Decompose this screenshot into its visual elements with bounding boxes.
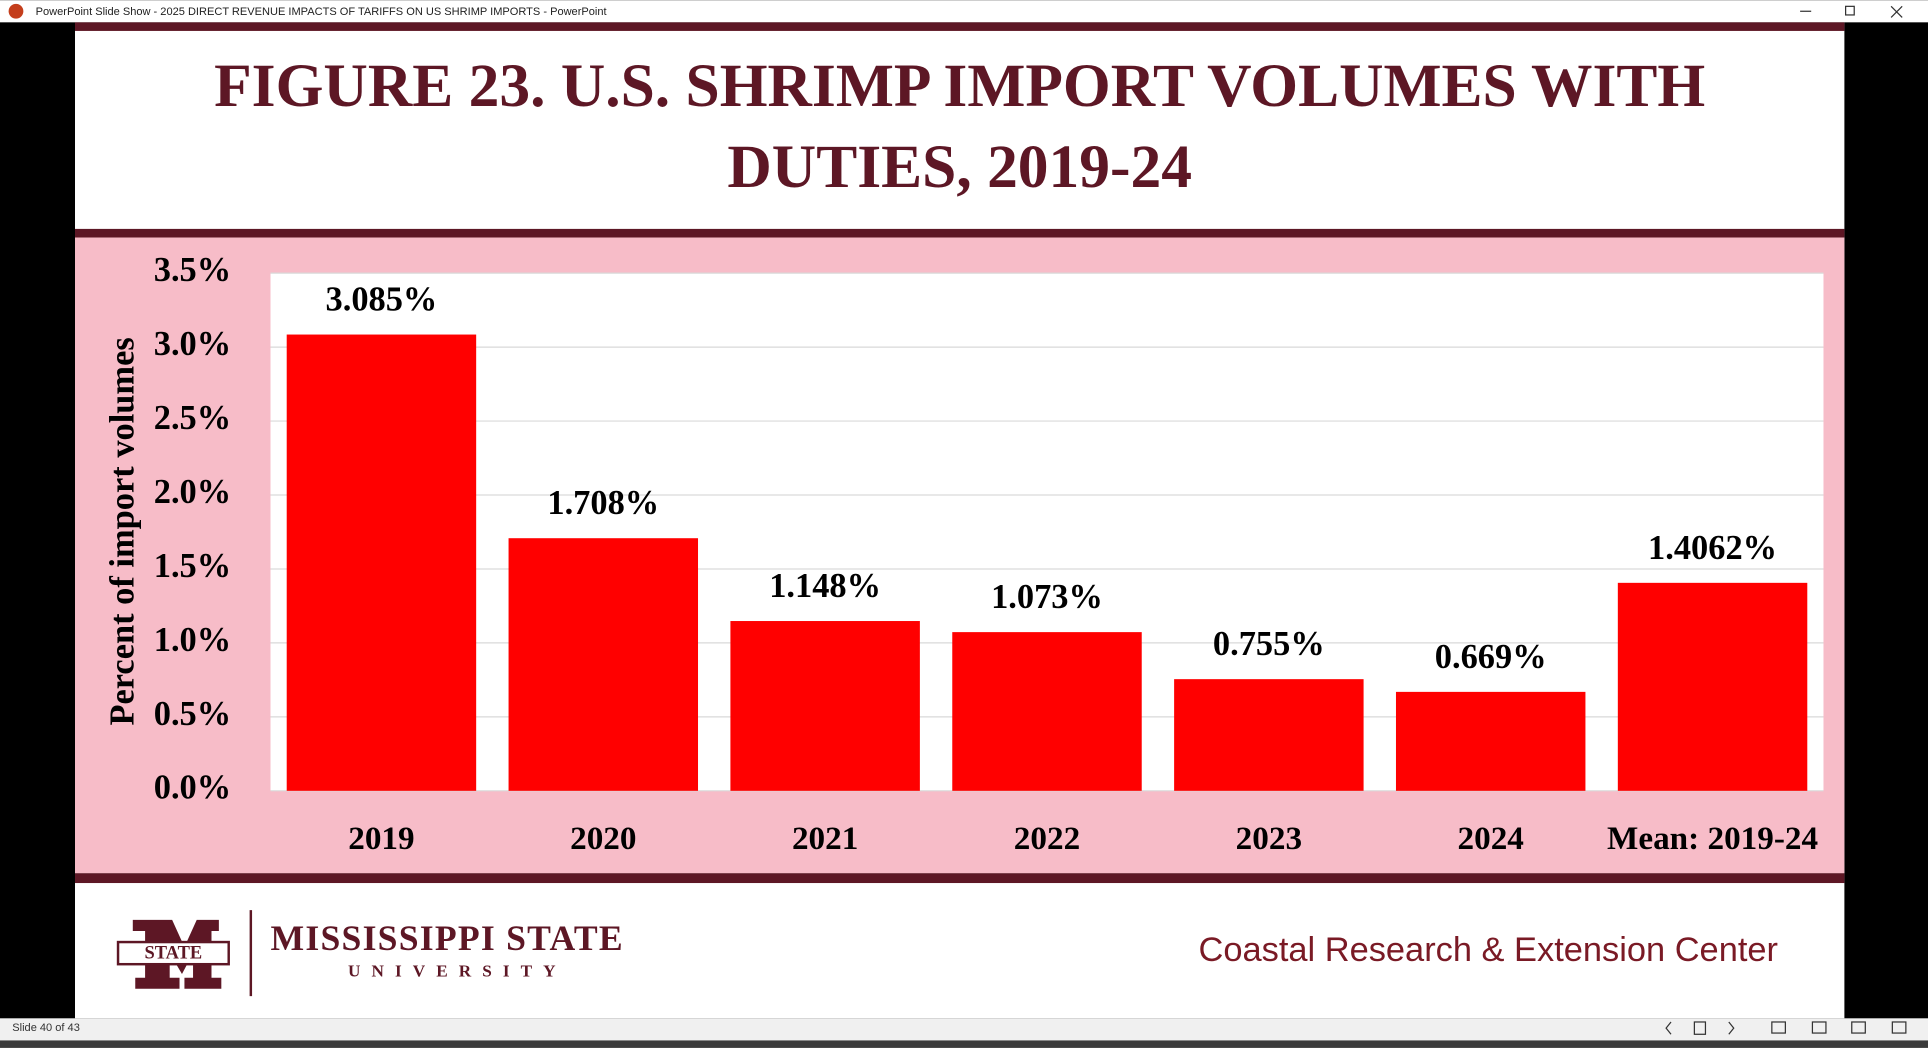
x-tick-label: 2019 xyxy=(348,820,414,857)
taskbar-edge xyxy=(0,1040,1928,1048)
bar xyxy=(1617,582,1808,791)
value-label: 1.4062% xyxy=(1648,529,1777,567)
value-label: 1.708% xyxy=(547,484,659,522)
divider xyxy=(75,228,1845,238)
x-tick-label: 2022 xyxy=(1014,820,1080,857)
window-title: PowerPoint Slide Show - 2025 DIRECT REVE… xyxy=(36,6,607,18)
bar xyxy=(730,621,920,791)
close[interactable] xyxy=(1890,5,1903,18)
x-tick-label: 2023 xyxy=(1236,820,1302,857)
y-tick-label: 1.5% xyxy=(154,547,231,585)
center-name: Coastal Research & Extension Center xyxy=(1199,931,1778,969)
value-label: 0.669% xyxy=(1435,638,1547,676)
bar xyxy=(1395,691,1586,791)
bar xyxy=(1174,679,1364,791)
title-bar xyxy=(0,0,1928,23)
value-label: 1.073% xyxy=(991,578,1103,616)
y-tick-label: 2.5% xyxy=(154,399,231,437)
chart-title: FIGURE 23. U.S. SHRIMP IMPORT VOLUMES WI… xyxy=(214,50,1706,201)
logo-badge-box xyxy=(116,940,230,966)
notes-button[interactable] xyxy=(1693,1021,1707,1035)
view-slideshow[interactable] xyxy=(1891,1021,1907,1034)
x-tick-label: Mean: 2019-24 xyxy=(1607,820,1818,857)
logo-sub: UNIVERSITY xyxy=(348,962,567,981)
bottom-strip xyxy=(75,873,1845,884)
logo-badge: STATE xyxy=(145,943,203,963)
app-icon xyxy=(8,3,24,19)
restore[interactable] xyxy=(1845,5,1855,16)
bar xyxy=(286,334,477,791)
y-tick-label: 2.0% xyxy=(154,473,231,511)
logo-name: MISSISSIPPI STATE xyxy=(271,918,624,958)
view-normal[interactable] xyxy=(1771,1021,1786,1034)
view-reading[interactable] xyxy=(1851,1021,1866,1034)
value-label: 0.755% xyxy=(1213,625,1325,663)
y-tick-label: 3.5% xyxy=(154,251,231,289)
x-tick-label: 2020 xyxy=(570,820,636,857)
nav-arrows[interactable] xyxy=(1665,1021,1735,1035)
y-axis-label: Percent of import volumes xyxy=(103,337,141,725)
value-label: 1.148% xyxy=(769,567,881,605)
y-tick-label: 0.0% xyxy=(154,769,231,807)
top-strip xyxy=(75,22,1845,31)
bar xyxy=(508,538,699,791)
y-tick-label: 1.0% xyxy=(154,621,231,659)
value-label: 3.085% xyxy=(326,280,438,318)
chart: 0.0% 0.5% 1.0% 1.5% 2.0% 2.5% 3.0% 3.5% 3.085% 20… xyxy=(154,251,1824,857)
view-sorter[interactable] xyxy=(1811,1021,1827,1034)
slide-counter: Slide 40 of 43 xyxy=(12,1022,80,1034)
y-tick-label: 3.0% xyxy=(154,325,231,363)
bar xyxy=(952,632,1142,791)
x-tick-label: 2024 xyxy=(1458,820,1524,857)
title-box: FIGURE 23. U.S. SHRIMP IMPORT VOLUMES WI… xyxy=(214,50,1706,201)
x-tick-label: 2021 xyxy=(792,820,858,857)
y-tick-label: 0.5% xyxy=(154,695,231,733)
